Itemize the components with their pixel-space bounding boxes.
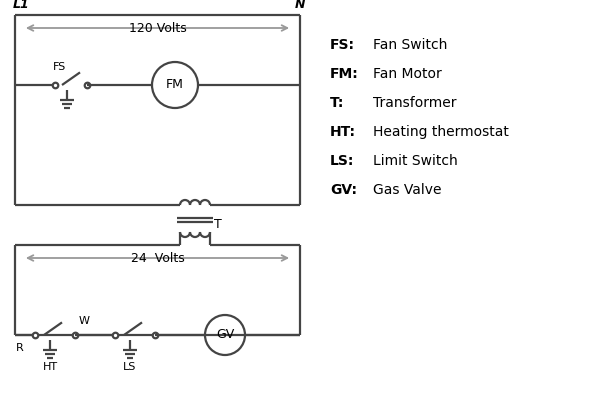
Text: FM: FM [166,78,184,92]
Text: Limit Switch: Limit Switch [373,154,458,168]
Text: N: N [295,0,306,12]
Text: 24  Volts: 24 Volts [130,252,184,264]
Text: Transformer: Transformer [373,96,457,110]
Text: 120 Volts: 120 Volts [129,22,186,34]
Text: T: T [214,218,222,232]
Text: Gas Valve: Gas Valve [373,183,441,197]
Text: LS: LS [123,362,137,372]
Text: Fan Switch: Fan Switch [373,38,447,52]
Text: L1: L1 [13,0,30,12]
Circle shape [152,62,198,108]
Text: HT: HT [42,362,58,372]
Text: FM:: FM: [330,67,359,81]
Text: LS:: LS: [330,154,355,168]
Text: FS:: FS: [330,38,355,52]
Text: Heating thermostat: Heating thermostat [373,125,509,139]
Text: HT:: HT: [330,125,356,139]
Text: T:: T: [330,96,345,110]
Text: R: R [16,343,24,353]
Text: FS: FS [53,62,66,72]
Text: GV:: GV: [330,183,357,197]
Text: GV: GV [216,328,234,342]
Text: Fan Motor: Fan Motor [373,67,442,81]
Text: W: W [79,316,90,326]
Circle shape [205,315,245,355]
